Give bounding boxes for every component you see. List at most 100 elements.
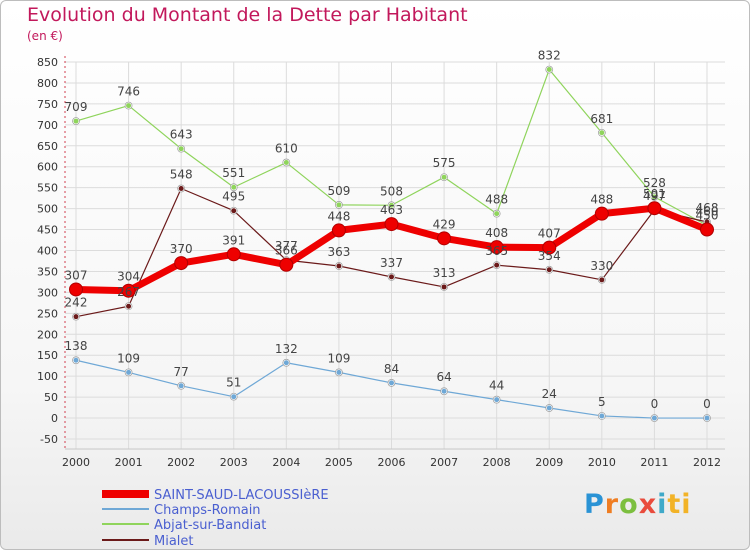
data-point (178, 146, 184, 152)
data-label: 709 (65, 100, 88, 114)
data-label: 575 (433, 156, 456, 170)
data-point (226, 247, 241, 262)
data-point (231, 394, 237, 400)
data-point (279, 257, 294, 272)
data-point (331, 223, 346, 238)
data-point (489, 240, 504, 255)
y-tick-label: 50 (44, 391, 58, 404)
data-label: 370 (170, 242, 193, 256)
y-tick-label: 400 (37, 245, 58, 258)
data-point (73, 118, 79, 124)
data-label: 495 (222, 190, 245, 204)
data-label: 64 (436, 370, 451, 384)
data-label: 313 (433, 266, 456, 280)
y-tick-label: 800 (37, 77, 58, 90)
data-point (231, 184, 237, 190)
data-point (389, 380, 394, 386)
data-label: 242 (65, 296, 88, 310)
data-label: 509 (327, 184, 350, 198)
data-point (126, 369, 132, 375)
data-label: 84 (384, 362, 399, 376)
data-label: 528 (643, 176, 666, 190)
data-label: 548 (170, 168, 193, 182)
data-label: 363 (327, 245, 350, 259)
x-tick-label: 2009 (535, 456, 563, 469)
y-tick-label: 200 (37, 328, 58, 341)
data-point (494, 262, 500, 268)
data-label: 407 (538, 227, 561, 241)
y-tick-label: 600 (37, 161, 58, 174)
y-tick-label: 750 (37, 98, 58, 111)
data-label: 488 (485, 193, 508, 207)
y-tick-label: 150 (37, 349, 58, 362)
data-point (126, 103, 132, 109)
data-point (494, 397, 500, 403)
data-label: 746 (117, 85, 140, 99)
x-tick-label: 2010 (588, 456, 616, 469)
data-point (73, 357, 79, 363)
data-label: 366 (275, 244, 298, 258)
data-label: 365 (485, 244, 508, 258)
legend-label: Abjat-sur-Bandiat (154, 518, 266, 533)
y-tick-label: 100 (37, 370, 58, 383)
data-point (704, 415, 710, 421)
data-point (283, 360, 289, 366)
data-point (494, 211, 500, 217)
y-tick-label: 250 (37, 307, 58, 320)
x-tick-label: 2006 (378, 456, 406, 469)
chart-subtitle: (en €) (27, 29, 63, 43)
data-label: 354 (538, 249, 561, 263)
data-label: 267 (117, 285, 140, 299)
data-point (542, 240, 557, 255)
data-label: 610 (275, 142, 298, 156)
data-label: 508 (380, 184, 403, 198)
data-point (441, 388, 447, 394)
x-tick-label: 2011 (640, 456, 668, 469)
data-point (651, 194, 657, 200)
data-label: 643 (170, 128, 193, 142)
data-point (599, 277, 605, 283)
data-label: 497 (643, 189, 666, 203)
data-label: 44 (489, 379, 504, 393)
data-label: 138 (65, 339, 88, 353)
data-point (594, 206, 609, 221)
x-tick-label: 2008 (483, 456, 511, 469)
y-tick-label: 0 (51, 412, 58, 425)
legend-label: Champs-Romain (154, 503, 261, 518)
data-point (441, 174, 447, 180)
y-tick-label: 300 (37, 286, 58, 299)
data-point (69, 282, 83, 297)
data-point (599, 413, 605, 419)
data-point (700, 222, 714, 237)
data-label: 468 (696, 201, 719, 215)
y-tick-label: 450 (37, 224, 58, 237)
y-tick-label: 350 (37, 265, 58, 278)
data-label: 337 (380, 256, 403, 270)
data-label: 429 (433, 217, 456, 231)
data-label: 488 (590, 193, 613, 207)
data-point (647, 201, 662, 216)
data-label: 304 (117, 270, 140, 284)
legend-label: Mialet (154, 534, 194, 549)
data-point (174, 256, 189, 271)
data-point (546, 405, 552, 411)
data-point (178, 186, 184, 192)
proxiti-logo: Proxiti (584, 489, 692, 520)
data-label: 448 (327, 209, 350, 223)
data-point (336, 369, 342, 375)
data-label: 330 (590, 259, 613, 273)
y-tick-label: -50 (40, 433, 58, 446)
data-point (437, 231, 452, 246)
data-point (178, 383, 184, 389)
x-tick-label: 2000 (62, 456, 90, 469)
data-point (384, 217, 399, 232)
data-point (389, 202, 394, 208)
x-tick-label: 2007 (430, 456, 458, 469)
x-tick-label: 2012 (693, 456, 721, 469)
x-tick-label: 2004 (272, 456, 300, 469)
data-point (283, 160, 289, 166)
y-tick-label: 650 (37, 140, 58, 153)
data-label: 132 (275, 342, 298, 356)
